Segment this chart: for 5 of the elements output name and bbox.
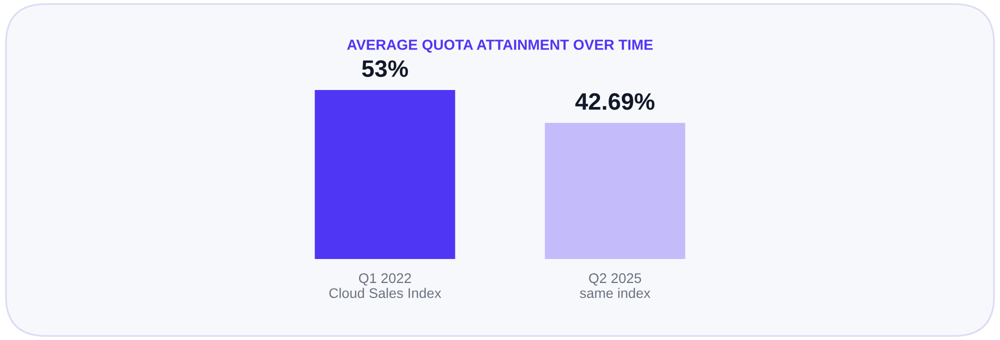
- x-tick-label: Q2 2025 same index: [580, 273, 650, 298]
- data-label: 42.69%: [575, 93, 654, 110]
- x-tick-label: Q1 2022 Cloud Sales Index: [329, 273, 442, 298]
- data-label: 53%: [362, 60, 408, 78]
- chart-title: AVERAGE QUOTA ATTAINMENT OVER TIME: [347, 40, 653, 53]
